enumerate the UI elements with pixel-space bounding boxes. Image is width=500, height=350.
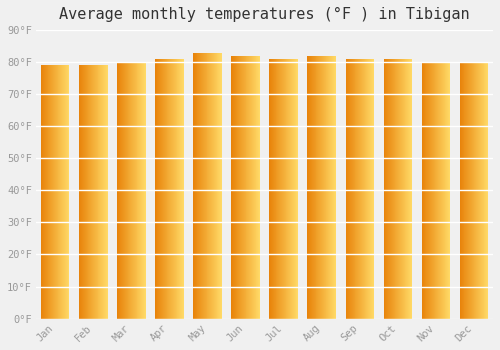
Title: Average monthly temperatures (°F ) in Tibigan: Average monthly temperatures (°F ) in Ti… (60, 7, 470, 22)
